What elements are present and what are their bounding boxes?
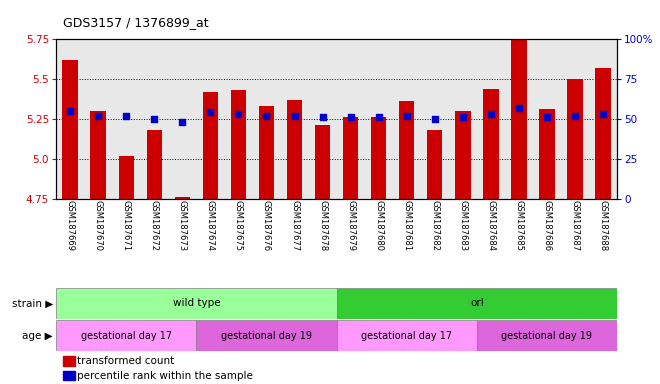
Text: GSM187685: GSM187685 (514, 200, 523, 251)
Text: gestational day 19: gestational day 19 (502, 331, 593, 341)
Bar (343, 117, 358, 199)
Point (93, 113, 104, 119)
Bar (90, 111, 106, 199)
Point (261, 113, 272, 119)
Text: GSM187687: GSM187687 (570, 200, 579, 252)
Bar (119, 156, 134, 199)
Bar (371, 117, 386, 199)
Bar (539, 109, 554, 199)
Text: transformed count: transformed count (77, 356, 174, 366)
Text: GSM187670: GSM187670 (94, 200, 103, 251)
Text: GSM187688: GSM187688 (599, 200, 608, 252)
Text: GSM187682: GSM187682 (430, 200, 440, 251)
Point (598, 111, 609, 117)
Point (542, 114, 552, 120)
Text: GSM187680: GSM187680 (374, 200, 383, 251)
Bar (512, 36, 527, 199)
Text: GSM187672: GSM187672 (150, 200, 159, 251)
Bar (315, 125, 330, 199)
Point (289, 113, 300, 119)
Bar (287, 100, 302, 199)
Text: GSM187669: GSM187669 (65, 200, 75, 251)
Bar (56, 320, 197, 351)
Bar (399, 101, 414, 199)
Point (233, 111, 244, 117)
Point (121, 113, 131, 119)
Text: strain ▶: strain ▶ (12, 298, 53, 308)
Text: GSM187673: GSM187673 (178, 200, 187, 252)
Bar (175, 197, 190, 199)
Point (401, 113, 412, 119)
Bar (63, 60, 78, 199)
Point (513, 104, 524, 111)
Text: GSM187671: GSM187671 (121, 200, 131, 251)
Point (486, 111, 496, 117)
Bar (477, 320, 617, 351)
Point (65, 108, 75, 114)
Point (205, 109, 216, 116)
Bar (197, 320, 337, 351)
Point (177, 119, 187, 125)
Text: age ▶: age ▶ (22, 331, 53, 341)
Text: GSM187674: GSM187674 (206, 200, 215, 251)
Bar (231, 90, 246, 199)
Bar (455, 111, 471, 199)
Bar (56, 288, 337, 319)
Bar (203, 92, 218, 199)
Text: GSM187684: GSM187684 (486, 200, 496, 251)
Bar (259, 106, 274, 199)
Point (149, 116, 160, 122)
Text: GSM187677: GSM187677 (290, 200, 299, 252)
Text: wild type: wild type (172, 298, 220, 308)
Bar (147, 130, 162, 199)
Bar (337, 288, 617, 319)
Point (345, 114, 356, 120)
Text: GSM187683: GSM187683 (458, 200, 467, 252)
Point (570, 113, 580, 119)
Point (374, 114, 384, 120)
Text: GSM187679: GSM187679 (346, 200, 355, 251)
Text: GSM187678: GSM187678 (318, 200, 327, 252)
Text: gestational day 17: gestational day 17 (361, 331, 452, 341)
Bar (568, 79, 583, 199)
Text: percentile rank within the sample: percentile rank within the sample (77, 371, 253, 381)
Text: gestational day 19: gestational day 19 (221, 331, 312, 341)
Point (317, 114, 328, 120)
Text: orl: orl (470, 298, 484, 308)
Text: GSM187681: GSM187681 (402, 200, 411, 251)
Bar (427, 130, 442, 199)
Point (430, 116, 440, 122)
Text: GSM187686: GSM187686 (543, 200, 552, 252)
Bar (483, 89, 498, 199)
Text: GSM187675: GSM187675 (234, 200, 243, 251)
Bar (337, 320, 477, 351)
Text: GDS3157 / 1376899_at: GDS3157 / 1376899_at (63, 16, 209, 29)
Text: GSM187676: GSM187676 (262, 200, 271, 252)
Bar (595, 68, 611, 199)
Point (457, 114, 468, 120)
Text: gestational day 17: gestational day 17 (81, 331, 172, 341)
